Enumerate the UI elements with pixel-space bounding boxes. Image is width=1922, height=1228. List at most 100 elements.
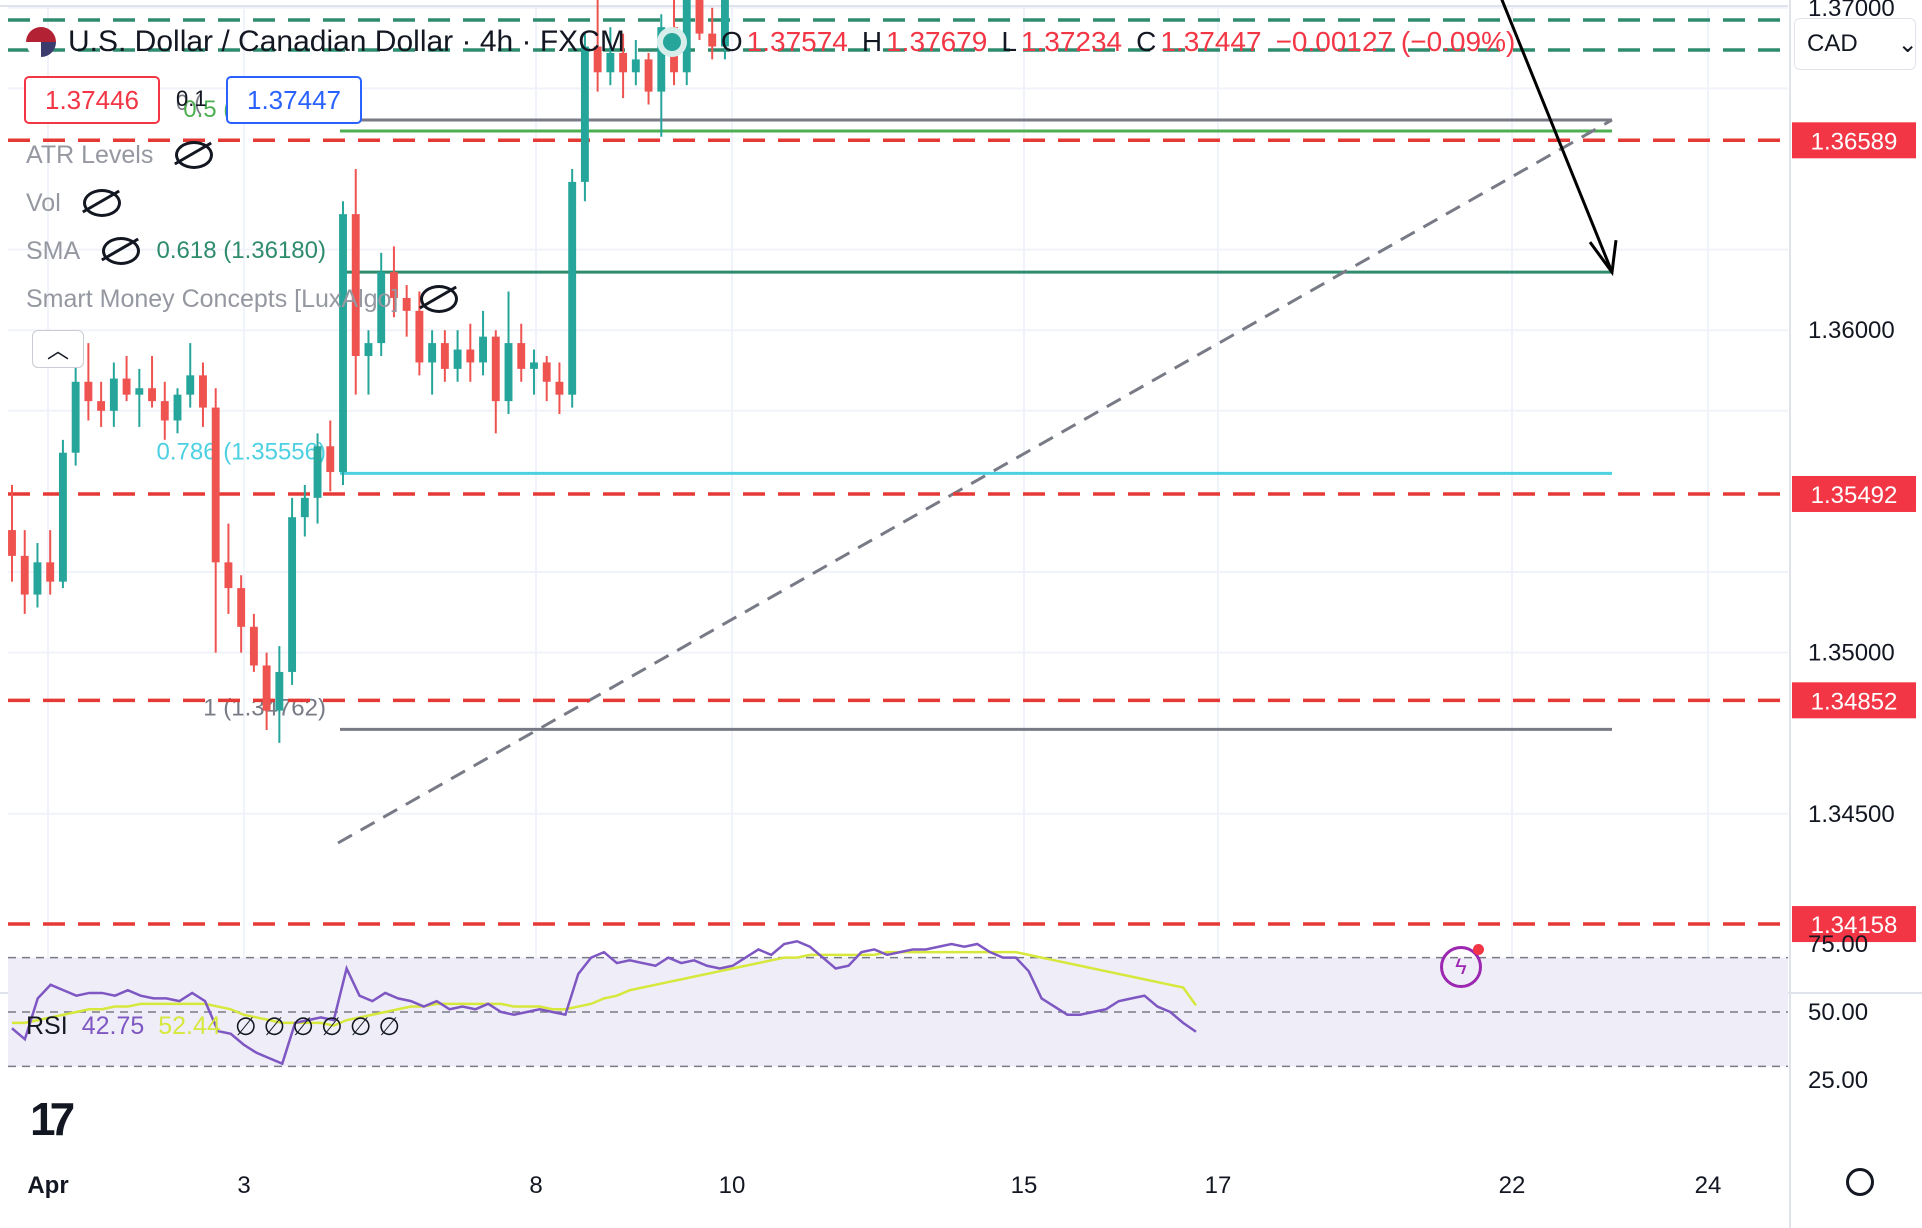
indicator-atr-levels[interactable]: ATR Levels (26, 138, 214, 172)
price-tick-label: 1.37000 (1808, 0, 1895, 22)
rsi-pane[interactable]: 75.00 50.00 25.00 (8, 931, 1868, 1094)
candle-body (440, 343, 449, 369)
hidden-eye-icon[interactable] (420, 285, 459, 313)
candle-body (389, 272, 398, 298)
price-change: −0.00127 (−0.09%) (1275, 26, 1516, 57)
candle-body (491, 336, 500, 402)
sell-price-button[interactable]: 1.37446 (24, 76, 160, 124)
candle-body (580, 46, 589, 182)
candle-body (644, 59, 653, 92)
candle-body (682, 0, 691, 73)
candle-body (173, 394, 182, 421)
trend-line-dashed (337, 118, 1613, 845)
candle-body (326, 446, 335, 473)
lightning-icon[interactable]: ϟ (1440, 944, 1484, 988)
candle-body (20, 555, 29, 595)
time-axis[interactable]: Apr 3 8 10 15 17 22 24 (27, 1172, 1721, 1199)
indicator-sma[interactable]: SMA (26, 234, 141, 268)
time-tick-label: 15 (1011, 1172, 1038, 1199)
candle-body (631, 59, 640, 73)
chart-header: U.S. Dollar / Canadian Dollar · 4h · FXC… (26, 22, 1515, 62)
price-tick-label: 1.35000 (1808, 640, 1895, 667)
buy-price-button[interactable]: 1.37447 (226, 76, 362, 124)
tradingview-logo: 17 (30, 1093, 75, 1145)
ohlc-values: O 1.37574 H 1.37679 L 1.37234 C 1.37447 −0.0… (720, 26, 1516, 57)
candle-body (97, 401, 106, 411)
candle-body (58, 452, 67, 582)
hidden-eye-icon[interactable] (175, 141, 214, 169)
price-tag-label: 1.36589 (1811, 128, 1898, 155)
spread-value: 0.1 (176, 86, 207, 111)
candle-body (415, 310, 424, 363)
candle-body (530, 362, 538, 369)
candle-body (186, 375, 195, 395)
candle-body (402, 297, 411, 311)
candle-body (237, 588, 246, 627)
usd-cad-flag-icon (26, 27, 56, 57)
chevron-up-icon: ︿ (46, 338, 69, 363)
settings-icon[interactable] (1846, 1168, 1874, 1196)
price-tag-label: 1.35492 (1811, 482, 1898, 509)
price-tag-box (1792, 906, 1916, 943)
candle-body (313, 446, 322, 498)
time-tick-label: 22 (1499, 1172, 1526, 1199)
candle-body (479, 336, 488, 363)
candle-body (262, 665, 271, 711)
indicator-smart-money-concepts[interactable]: Smart Money Concepts [LuxAlgo] (26, 282, 459, 316)
candle-body (300, 497, 309, 518)
candle-body (351, 214, 360, 356)
symbol-title[interactable]: U.S. Dollar / Canadian Dollar · 4h · FXC… (68, 25, 625, 58)
fib-level-label: 0.618 (1.36180) (157, 237, 326, 264)
candle-body (249, 626, 258, 666)
price-tag-label: 1.34158 (1811, 912, 1898, 939)
candle-body (288, 517, 297, 672)
price-axis[interactable]: 1.345001.350001.360001.370001.375001.384… (1792, 0, 1916, 943)
price-tag-box (1792, 122, 1916, 159)
candle-body (33, 562, 42, 595)
candle-body (593, 46, 602, 73)
candle-body (555, 381, 564, 395)
atr-levels (8, 18, 1788, 926)
candle-body (122, 378, 131, 395)
candle-body (211, 407, 220, 563)
rsi-legend[interactable]: RSI 42.75 52.44 ∅ ∅ ∅ ∅ ∅ ∅ (26, 1012, 401, 1041)
chevron-down-icon: ⌄ (1897, 30, 1918, 58)
candle-body (364, 343, 373, 356)
indicator-vol[interactable]: Vol (26, 186, 121, 220)
candle-body (708, 33, 717, 47)
candle-body (84, 381, 93, 402)
rsi-tick-label: 50.00 (1808, 999, 1868, 1026)
price-tag-box (1792, 475, 1916, 512)
candle-body (517, 343, 526, 369)
candle-body (568, 181, 577, 395)
candlestick-series (8, 0, 729, 743)
hidden-eye-icon[interactable] (102, 237, 141, 265)
collapse-legend-button[interactable]: ︿ (32, 330, 84, 368)
candle-body (339, 214, 347, 473)
price-tag-label: 1.34852 (1811, 688, 1898, 715)
price-tick-label: 1.36000 (1808, 317, 1895, 344)
currency-selector[interactable]: CAD ⌄ (1794, 18, 1918, 70)
candle-body (8, 530, 16, 556)
candle-body (720, 0, 729, 47)
candle-body (135, 388, 144, 395)
rsi-tick-label: 75.00 (1808, 931, 1868, 958)
rsi-ma-line (12, 950, 1198, 1027)
rsi-tick-label: 25.00 (1808, 1067, 1868, 1094)
hidden-eye-icon[interactable] (82, 189, 121, 217)
time-tick-label: 10 (719, 1172, 746, 1199)
time-tick-label: Apr (27, 1172, 68, 1199)
time-tick-label: 24 (1695, 1172, 1722, 1199)
candle-body (224, 562, 233, 589)
candle-body (148, 388, 156, 402)
candle-body (606, 52, 615, 73)
candle-body (71, 381, 80, 453)
fibonacci-retracement[interactable]: 0 (0.382 (1.37056)0.5 (1.36618)0.618 (1.… (157, 0, 1613, 845)
time-tick-label: 8 (529, 1172, 542, 1199)
pattern-annotations[interactable]: Left ShoulderHeadRight Shoulder (893, 0, 1618, 277)
fib-level-label: 0.786 (1.35556) (157, 438, 326, 465)
candle-body (466, 349, 475, 363)
candle-body (46, 562, 55, 582)
candle-body (453, 349, 462, 369)
